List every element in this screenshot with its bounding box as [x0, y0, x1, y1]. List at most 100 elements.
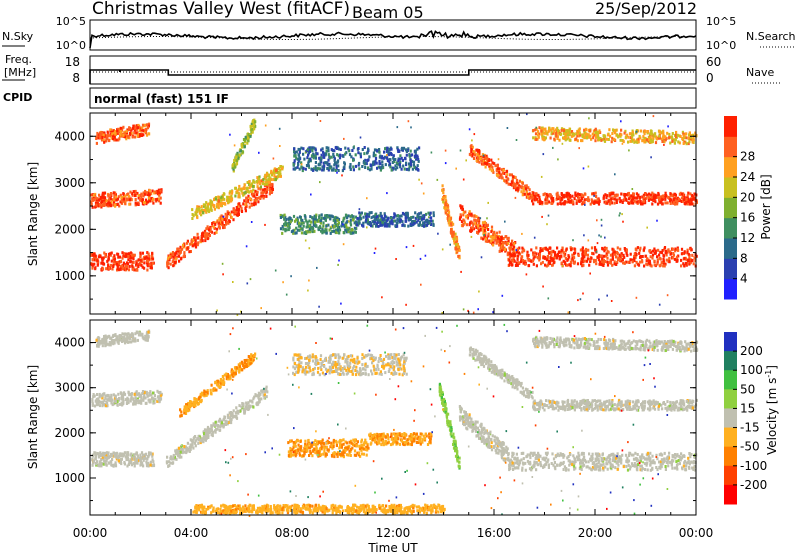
colorbar-swatch: [724, 156, 737, 178]
echo-cell: [661, 194, 665, 198]
echo-cell: [507, 239, 510, 243]
echo-cell: [558, 197, 561, 201]
echo-cell: [689, 198, 692, 202]
echo-cell: [455, 167, 457, 170]
echo-cell: [349, 215, 352, 219]
echo-cell: [114, 461, 117, 465]
echo-cell: [210, 200, 214, 204]
echo-cell: [232, 281, 234, 283]
echo-cell: [505, 169, 509, 173]
echo-cell: [517, 254, 520, 258]
echo-cell: [167, 261, 170, 265]
echo-cell: [249, 134, 252, 138]
echo-cell: [655, 137, 658, 141]
echo-cell: [204, 209, 207, 213]
echo-cell: [465, 223, 468, 227]
echo-cell: [216, 309, 218, 312]
echo-cell: [120, 457, 123, 461]
echo-cell: [550, 250, 553, 254]
echo-cell: [246, 196, 249, 200]
echo-cell: [235, 159, 238, 163]
echo-cell: [450, 231, 453, 235]
echo-cell: [108, 201, 111, 205]
echo-cell: [542, 285, 544, 288]
echo-cell: [385, 156, 388, 160]
echo-cell: [396, 146, 399, 150]
echo-cell: [535, 138, 538, 141]
echo-cell: [133, 128, 136, 132]
echo-cell: [136, 124, 139, 128]
echo-cell: [95, 403, 99, 407]
echo-cell: [556, 191, 559, 195]
echo-cell: [594, 191, 597, 195]
echo-cell: [310, 220, 313, 224]
echo-cell: [651, 253, 655, 257]
echo-cell: [556, 202, 559, 206]
echo-cell: [304, 217, 307, 221]
echo-cell: [99, 136, 102, 140]
echo-cell: [148, 132, 151, 136]
echo-cell: [314, 148, 317, 152]
echo-cell: [150, 464, 153, 468]
echo-cell: [615, 194, 618, 198]
echo-cell: [112, 134, 115, 138]
echo-cell: [531, 199, 534, 203]
echo-cell: [288, 226, 291, 230]
nave-tick-bottom: 0: [706, 71, 714, 85]
echo-cell: [245, 245, 248, 248]
echo-cell: [637, 137, 640, 141]
echo-cell: [533, 251, 536, 255]
echo-cell: [112, 464, 115, 468]
echo-cell: [131, 192, 134, 196]
echo-cell: [97, 203, 100, 207]
echo-cell: [498, 230, 501, 234]
echo-cell: [137, 258, 140, 262]
echo-cell: [114, 394, 117, 398]
echo-cell: [483, 234, 485, 236]
echo-cell: [573, 197, 576, 201]
echo-cell: [509, 249, 512, 253]
echo-cell: [113, 402, 116, 406]
echo-cell: [144, 189, 147, 193]
echo-cell: [671, 139, 674, 143]
echo-cell: [598, 199, 601, 203]
echo-cell: [93, 262, 96, 266]
echo-cell: [91, 205, 94, 209]
echo-cell: [222, 226, 225, 230]
echo-cell: [319, 156, 322, 160]
echo-cell: [103, 191, 107, 195]
echo-cell: [173, 253, 176, 257]
echo-cell: [204, 231, 207, 235]
echo-cell: [224, 216, 227, 220]
echo-cell: [194, 212, 197, 216]
echo-cell: [610, 300, 613, 302]
echo-cell: [200, 208, 204, 212]
echo-cell: [150, 254, 154, 258]
echo-cell: [544, 130, 547, 134]
echo-cell: [318, 156, 321, 160]
echo-cell: [572, 239, 574, 242]
echo-cell: [128, 264, 131, 268]
echo-cell: [117, 195, 120, 199]
echo-cell: [672, 253, 675, 257]
echo-cell: [242, 186, 245, 190]
echo-cell: [616, 193, 619, 197]
echo-cell: [571, 132, 574, 136]
echo-cell: [685, 197, 688, 201]
echo-cell: [487, 232, 490, 236]
echo-cell: [524, 262, 527, 266]
echo-cell: [138, 263, 141, 267]
echo-cell: [404, 219, 407, 223]
echo-cell: [412, 160, 416, 164]
echo-cell: [288, 216, 291, 220]
echo-cell: [326, 215, 329, 219]
echo-cell: [228, 198, 231, 202]
echo-cell: [297, 224, 300, 228]
echo-cell: [620, 192, 623, 196]
echo-cell: [126, 451, 129, 455]
echo-cell: [635, 130, 638, 133]
echo-cell: [94, 451, 97, 455]
noise-left-tick-bottom: 10^0: [56, 39, 86, 52]
echo-cell: [578, 131, 581, 135]
echo-cell: [100, 464, 103, 468]
